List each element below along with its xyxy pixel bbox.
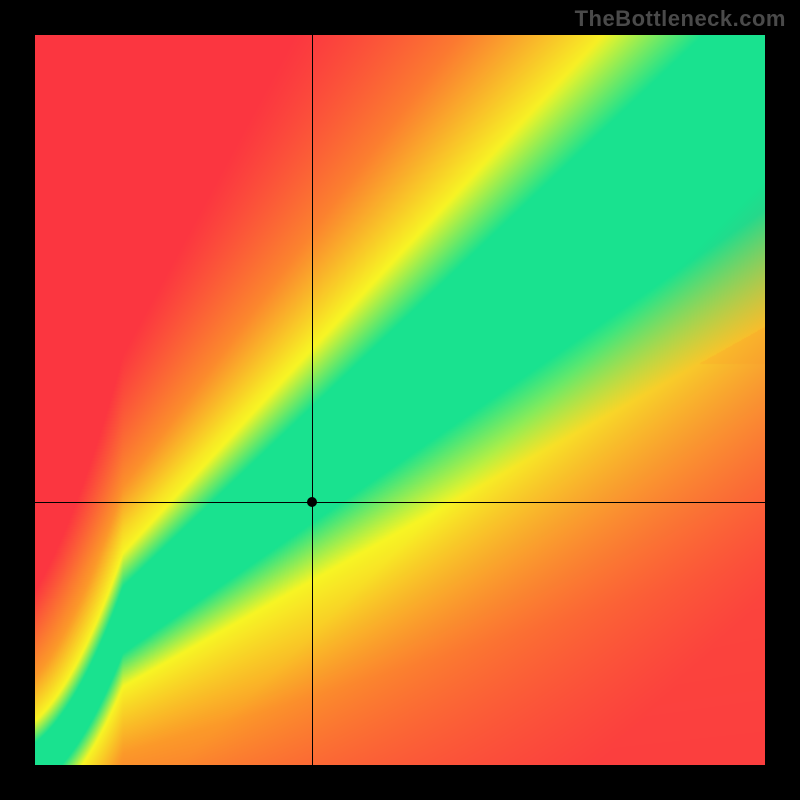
marker-dot	[307, 497, 317, 507]
bottleneck-heatmap	[35, 35, 765, 765]
chart-container: TheBottleneck.com	[0, 0, 800, 800]
crosshair-horizontal	[35, 502, 765, 503]
crosshair-vertical	[312, 35, 313, 765]
watermark-text: TheBottleneck.com	[575, 6, 786, 32]
